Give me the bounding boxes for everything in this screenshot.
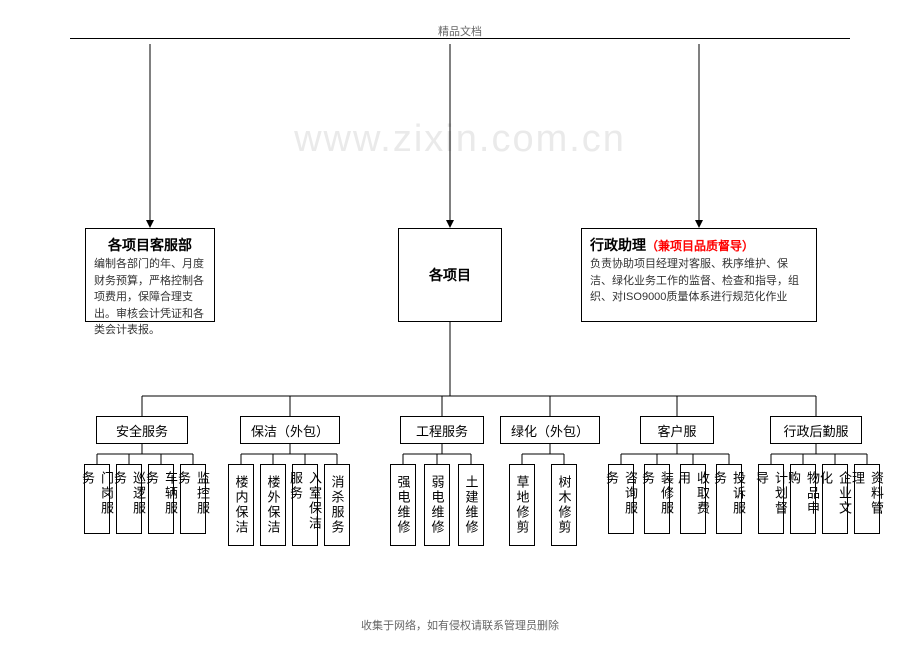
category-2: 工程服务: [400, 416, 484, 444]
leaf-3-0: 草地修剪: [509, 464, 535, 546]
leaf-4-0: 咨询服务: [608, 464, 634, 534]
leaf-4-3: 投诉服务: [716, 464, 742, 534]
leaf-5-3: 资料管理: [854, 464, 880, 534]
leaf-5-0: 计划督导: [758, 464, 784, 534]
box-left-title: 各项目客服部: [94, 235, 206, 256]
leaf-0-3: 监控服务: [180, 464, 206, 534]
leaf-5-1: 物品申购: [790, 464, 816, 534]
leaf-2-1: 弱电维修: [424, 464, 450, 546]
box-right-title-black: 行政助理: [590, 237, 646, 253]
category-3: 绿化（外包）: [500, 416, 600, 444]
box-admin-assistant: 行政助理（兼项目品质督导） 负责协助项目经理对客服、秩序维护、保洁、绿化业务工作…: [581, 228, 817, 322]
box-right-title-row: 行政助理（兼项目品质督导）: [590, 235, 808, 256]
category-1: 保洁（外包）: [240, 416, 340, 444]
page-footer: 收集于网络，如有侵权请联系管理员删除: [0, 617, 920, 633]
box-right-desc: 负责协助项目经理对客服、秩序维护、保洁、绿化业务工作的监督、检查和指导，组织、对…: [590, 256, 808, 306]
leaf-0-0: 门岗服务: [84, 464, 110, 534]
leaf-0-2: 车辆服务: [148, 464, 174, 534]
box-left-desc: 编制各部门的年、月度财务预算，严格控制各项费用，保障合理支出。审核会计凭证和各类…: [94, 256, 206, 339]
leaf-1-3: 消杀服务: [324, 464, 350, 546]
box-center-title: 各项目: [429, 265, 471, 286]
box-right-title-red: （兼项目品质督导）: [646, 239, 754, 253]
leaf-2-2: 土建维修: [458, 464, 484, 546]
watermark: www.zixin.com.cn: [0, 118, 920, 161]
leaf-4-1: 装修服务: [644, 464, 670, 534]
leaf-5-2: 企业文化: [822, 464, 848, 534]
category-0: 安全服务: [96, 416, 188, 444]
leaf-2-0: 强电维修: [390, 464, 416, 546]
header-rule: [70, 38, 850, 39]
leaf-4-2: 收取费用: [680, 464, 706, 534]
box-customer-service-dept: 各项目客服部 编制各部门的年、月度财务预算，严格控制各项费用，保障合理支出。审核…: [85, 228, 215, 322]
page-header: 精品文档: [0, 23, 920, 39]
leaf-1-0: 楼内保洁: [228, 464, 254, 546]
leaf-3-1: 树木修剪: [551, 464, 577, 546]
box-projects: 各项目: [398, 228, 502, 322]
category-5: 行政后勤服: [770, 416, 862, 444]
leaf-0-1: 巡逻服务: [116, 464, 142, 534]
leaf-1-2: 入室保洁服务: [292, 464, 318, 546]
category-4: 客户服: [640, 416, 714, 444]
leaf-1-1: 楼外保洁: [260, 464, 286, 546]
